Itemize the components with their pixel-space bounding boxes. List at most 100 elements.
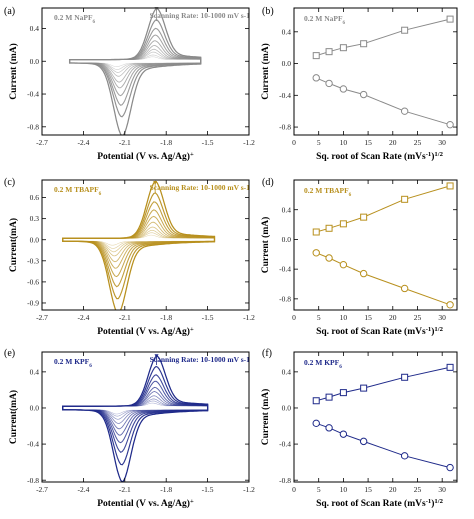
- fit-line-f-square: [316, 366, 451, 402]
- panel-a: (a) Scanning Rate: 10-1000 mV s-1 0.2 M Na…: [4, 6, 255, 162]
- data-point-f-circle-5: [446, 463, 454, 472]
- x-tick-label-c-2: -2.1: [119, 313, 131, 322]
- panel-d: (d) 0.2 M TBAPF6 0 5 10 15 20 25 30 0.4 0.0 -0.4 -0.…: [260, 177, 458, 338]
- cv-curve-e-8: [62, 365, 209, 466]
- data-point-b-square-4: [401, 26, 409, 34]
- data-point-b-square-2: [339, 44, 347, 52]
- data-point-d-circle-3: [359, 269, 368, 278]
- x-tick-label-f-2: 10: [340, 485, 348, 494]
- x-tick-label-d-3: 15: [364, 313, 372, 322]
- cv-curve-e-7: [62, 374, 209, 453]
- data-point-d-square-0: [312, 228, 320, 236]
- x-tick-label-d-6: 30: [438, 313, 446, 322]
- cv-curve-e-2: [62, 398, 208, 420]
- data-point-d-square-2: [339, 220, 347, 228]
- x-tick-label-e-5: -1.2: [243, 485, 255, 494]
- x-axis-label-c: Potential (V vs. Ag/Ag)+: [97, 326, 194, 338]
- data-point-d-square-5: [446, 182, 454, 190]
- x-tick-label-f-5: 25: [414, 485, 422, 494]
- data-point-f-square-3: [360, 384, 368, 392]
- x-tick-label-a-4: -1.5: [202, 138, 214, 147]
- x-tick-label-d-4: 20: [389, 313, 397, 322]
- cv-curve-c-9: [62, 180, 216, 310]
- x-tick-label-f-1: 5: [317, 485, 321, 494]
- x-tick-label-a-1: -2.4: [77, 138, 89, 147]
- data-point-b-circle-0: [312, 74, 320, 82]
- fit-line-d-circle: [316, 252, 451, 306]
- y-axis-label-b: Current (mA): [260, 43, 271, 100]
- y-tick-label-f-0: 0.4: [282, 367, 292, 376]
- y-tick-label-a-1: 0.0: [30, 57, 40, 66]
- y-tick-label-f-1: 0.0: [282, 404, 292, 413]
- scan-rate-annotation-a: Scanning Rate: 10-1000 mV s-1: [150, 11, 251, 20]
- x-tick-label-b-6: 30: [438, 138, 446, 147]
- x-tick-label-d-1: 5: [317, 313, 321, 322]
- y-tick-label-f-3: -0.8: [279, 476, 291, 485]
- data-point-d-square-3: [360, 213, 368, 221]
- y-axis-label-d: Current (mA): [260, 217, 271, 274]
- x-tick-label-f-3: 15: [364, 485, 372, 494]
- x-tick-label-e-1: -2.4: [77, 485, 89, 494]
- x-tick-label-d-2: 10: [340, 313, 348, 322]
- y-axis-label-f: Current (mA): [260, 389, 271, 446]
- electrolyte-label-a: 0.2 M NaPF6: [54, 13, 96, 25]
- x-tick-label-f-6: 30: [438, 485, 446, 494]
- cv-curve-e-9: [62, 355, 209, 482]
- annotation-arrowhead-c: [153, 181, 158, 186]
- panel-c: (c) Scanning Rate: 10-1000 mV s-1 0.2 M TB…: [4, 177, 255, 337]
- x-tick-label-c-1: -2.4: [77, 313, 89, 322]
- data-point-d-circle-1: [325, 254, 333, 262]
- y-tick-label-c-2: 0.0: [30, 235, 40, 244]
- y-tick-label-d-3: -0.8: [279, 294, 291, 303]
- plot-frame-e: [41, 351, 250, 483]
- y-tick-label-c-1: 0.3: [30, 214, 40, 223]
- data-point-d-circle-4: [400, 284, 409, 293]
- y-tick-label-a-3: -0.8: [27, 122, 39, 131]
- data-point-d-circle-2: [339, 260, 348, 269]
- y-tick-label-b-0: 0.4: [282, 27, 292, 36]
- data-point-b-circle-2: [339, 85, 348, 93]
- electrolyte-label-f: 0.2 M KPF6: [304, 358, 342, 370]
- electrolyte-label-d: 0.2 M TBAPF6: [304, 186, 352, 198]
- panel-b: (b) 0.2 M NaPF6 0 5 10 15 20 25 30 0.4 0.0 -0.4 -0.8…: [260, 6, 458, 162]
- y-tick-label-e-0: 0.4: [30, 367, 40, 376]
- plot-frame-b: [293, 7, 458, 136]
- data-point-b-square-0: [312, 52, 320, 60]
- plot-frame-c: [41, 179, 250, 311]
- panel-label-e: (e): [4, 348, 15, 359]
- plot-frame-d: [293, 179, 458, 311]
- x-tick-label-e-3: -1.8: [160, 485, 172, 494]
- y-tick-label-c-4: -0.6: [27, 277, 39, 286]
- fit-line-f-circle: [316, 422, 451, 469]
- x-tick-label-f-0: 0: [292, 485, 296, 494]
- data-point-f-circle-1: [325, 424, 333, 432]
- data-point-f-circle-0: [312, 419, 320, 428]
- x-tick-label-a-3: -1.8: [160, 138, 172, 147]
- x-axis-label-a: Potential (V vs. Ag/Ag)+: [97, 151, 194, 163]
- x-tick-label-b-0: 0: [292, 138, 296, 147]
- panel-label-d: (d): [262, 177, 274, 188]
- cv-curve-a-9: [68, 8, 202, 135]
- scan-rate-annotation-e: Scanning Rate: 10-1000 mV s-1: [150, 355, 251, 364]
- data-point-b-circle-3: [359, 90, 368, 99]
- x-tick-label-c-4: -1.5: [202, 313, 214, 322]
- x-tick-label-e-4: -1.5: [202, 485, 214, 494]
- x-tick-label-f-4: 20: [389, 485, 397, 494]
- data-point-f-square-2: [339, 389, 347, 397]
- plot-frame-f: [293, 351, 458, 483]
- data-point-b-square-3: [360, 40, 368, 48]
- x-tick-label-a-5: -1.2: [243, 138, 255, 147]
- data-point-f-circle-2: [339, 430, 348, 438]
- panel-e: (e) Scanning Rate: 10-1000 mV s-1 0.2 M KP…: [4, 348, 255, 509]
- y-tick-label-b-3: -0.8: [279, 123, 291, 132]
- panel-f: (f) 0.2 M KPF6 0 5 10 15 20 25 30 0.4 0.0 -0.4 -0.8 S…: [260, 348, 458, 509]
- data-point-d-square-1: [325, 224, 333, 232]
- data-point-b-square-1: [325, 48, 333, 56]
- y-tick-label-e-3: -0.8: [27, 476, 39, 485]
- x-tick-label-a-2: -2.1: [119, 138, 131, 147]
- x-tick-label-b-2: 10: [340, 138, 348, 147]
- x-tick-label-d-0: 0: [292, 313, 296, 322]
- x-tick-label-c-3: -1.8: [160, 313, 172, 322]
- x-axis-label-d: Sq. root of Scan Rate (mVs-1)1/2: [316, 326, 444, 338]
